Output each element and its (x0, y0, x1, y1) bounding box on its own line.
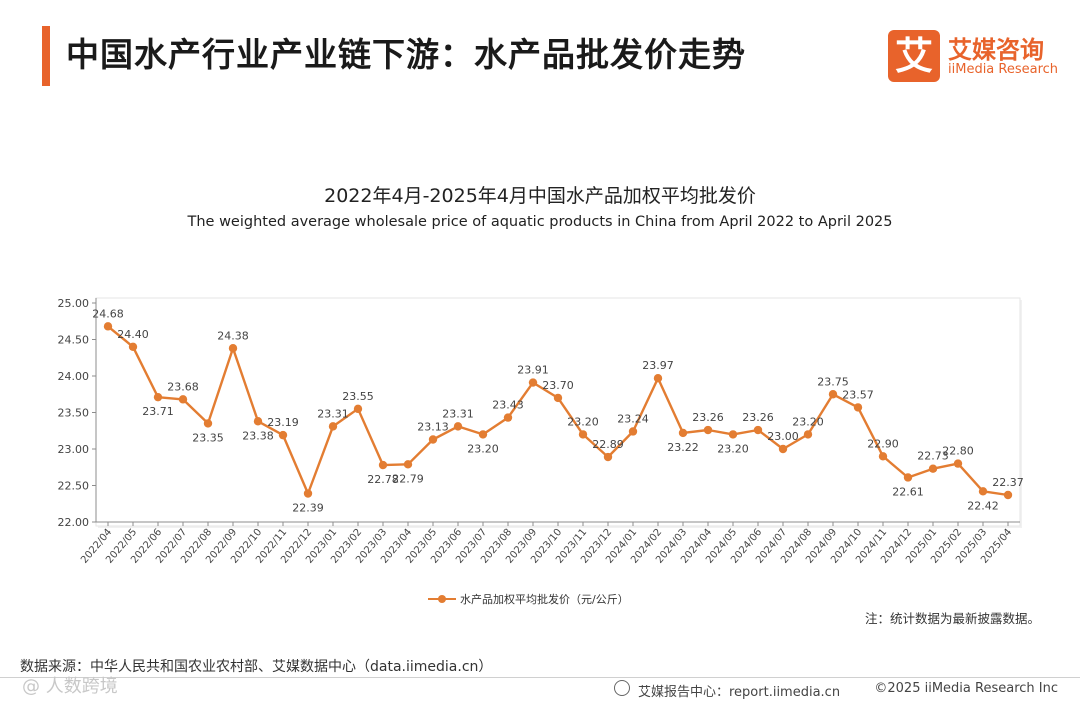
data-source: 数据来源：中华人民共和国农业农村部、艾媒数据中心（data.iimedia.cn… (20, 659, 493, 675)
data-label: 23.75 (817, 375, 849, 388)
data-label: 22.90 (867, 437, 899, 450)
data-point (178, 395, 188, 404)
data-label: 23.20 (567, 415, 599, 428)
data-label: 23.24 (617, 412, 649, 425)
iimedia-logo: 艾 艾媒咨询 iiMedia Research (888, 30, 1068, 82)
data-label: 22.39 (292, 502, 324, 515)
data-label: 23.70 (542, 379, 574, 392)
title-accent-bar (42, 26, 50, 86)
data-point (853, 403, 863, 412)
data-point (503, 413, 513, 422)
footer-site-link: 艾媒报告中心：report.iimedia.cn (638, 685, 841, 700)
data-point (353, 404, 363, 414)
data-label: 23.20 (467, 442, 499, 455)
page-title: 中国水产行业产业链下游：水产品批发价走势 (66, 35, 746, 74)
data-label: 23.13 (417, 421, 449, 434)
y-tick-label: 22.00 (58, 516, 90, 529)
data-label: 23.55 (342, 390, 374, 403)
data-point (578, 430, 588, 439)
data-label: 23.38 (242, 429, 274, 442)
y-tick-label: 24.50 (58, 334, 90, 347)
data-label: 24.68 (92, 307, 124, 320)
data-point (528, 378, 538, 387)
data-label: 22.42 (967, 499, 999, 512)
data-label: 23.57 (842, 388, 874, 401)
data-label: 23.20 (792, 415, 824, 428)
data-point (978, 487, 988, 496)
data-label: 23.68 (167, 380, 199, 393)
data-point (303, 489, 313, 498)
data-point (378, 460, 388, 470)
data-label: 22.61 (892, 485, 924, 498)
data-label: 24.38 (217, 329, 249, 342)
y-tick-label: 23.00 (58, 443, 90, 456)
data-point (778, 444, 788, 454)
legend-dot-swatch (438, 595, 446, 603)
chart-subtitle: The weighted average wholesale price of … (187, 214, 893, 230)
data-point (153, 392, 163, 402)
data-point (453, 422, 463, 431)
data-point (328, 422, 338, 431)
y-tick-label: 24.00 (58, 370, 90, 383)
y-tick-label: 25.00 (58, 297, 90, 310)
data-label: 23.00 (767, 430, 799, 443)
data-point (203, 419, 213, 428)
footer-copyright: ©2025 iiMedia Research Inc (874, 681, 1058, 696)
data-label: 23.31 (317, 407, 349, 420)
data-label: 23.91 (517, 364, 549, 377)
data-point (628, 427, 638, 436)
data-label: 22.80 (942, 445, 974, 458)
data-point (828, 390, 838, 399)
data-point (1003, 490, 1013, 500)
data-label: 23.35 (192, 431, 224, 444)
data-point (403, 460, 413, 469)
logo-mark: 艾 (888, 30, 940, 82)
chart-note: 注：统计数据为最新披露数据。 (864, 611, 1040, 626)
footer-divider (0, 677, 1080, 678)
data-label: 24.40 (117, 328, 149, 341)
chart-title: 2022年4月-2025年4月中国水产品加权平均批发价 (324, 185, 756, 207)
data-label: 22.89 (592, 438, 624, 451)
data-point (703, 425, 713, 435)
watermark: @ 人数跨境 (22, 676, 118, 697)
data-point (653, 373, 663, 383)
data-point (878, 452, 888, 461)
logo-text-cn: 艾媒咨询 (948, 36, 1044, 64)
data-label: 23.20 (717, 442, 749, 455)
y-tick-label: 23.50 (58, 407, 90, 420)
data-label: 22.79 (392, 472, 424, 485)
globe-icon (614, 680, 630, 696)
data-label: 23.31 (442, 407, 474, 420)
data-point (553, 393, 563, 403)
data-point (603, 452, 613, 462)
data-point (953, 459, 963, 468)
data-label: 22.73 (917, 450, 949, 463)
data-point (428, 435, 438, 444)
data-point (728, 430, 738, 439)
data-point (478, 430, 488, 439)
data-label: 22.78 (367, 473, 399, 486)
data-point (228, 344, 238, 353)
data-label: 23.43 (492, 399, 524, 412)
data-label: 23.26 (742, 411, 774, 424)
data-label: 22.37 (992, 476, 1024, 489)
data-label: 23.26 (692, 411, 724, 424)
data-point (278, 430, 288, 440)
y-tick-label: 22.50 (58, 480, 90, 493)
logo-text-en: iiMedia Research (948, 62, 1059, 77)
data-label: 23.97 (642, 359, 674, 372)
data-point (678, 428, 688, 438)
data-point (803, 430, 813, 439)
legend-label: 水产品加权平均批发价（元/公斤） (460, 593, 629, 606)
data-point (928, 464, 938, 473)
data-label: 23.22 (667, 441, 699, 454)
data-point (103, 322, 113, 331)
data-label: 23.19 (267, 416, 299, 429)
data-point (753, 425, 763, 435)
data-point (253, 417, 263, 426)
data-point (128, 342, 138, 351)
data-label: 23.71 (142, 405, 174, 418)
data-point (903, 473, 913, 482)
